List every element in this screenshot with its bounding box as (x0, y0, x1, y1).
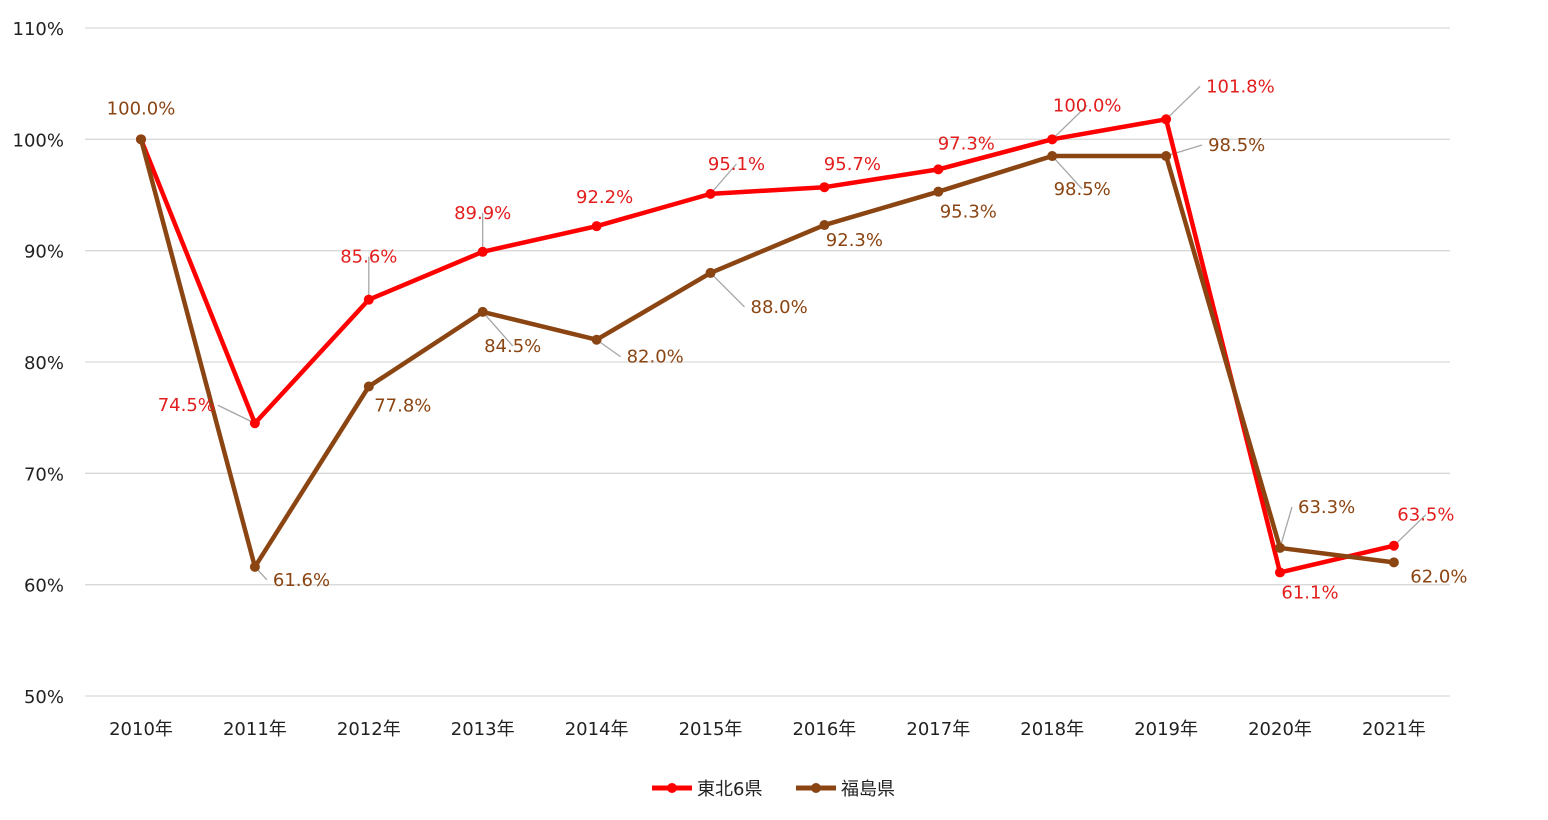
data-point[interactable] (363, 381, 374, 392)
data-point[interactable] (933, 186, 944, 197)
leader-line (1393, 514, 1427, 547)
data-point[interactable] (591, 221, 602, 232)
leader-line (1051, 104, 1088, 140)
data-label: 95.1% (708, 154, 765, 175)
series-points (136, 114, 1399, 578)
data-point[interactable] (705, 267, 716, 278)
gridlines (85, 27, 1450, 697)
data-label: 98.5% (1054, 179, 1111, 200)
y-axis: 50% 60% 70% 80% 90% 100% 110% (13, 19, 64, 708)
leader-line (482, 311, 514, 347)
data-point[interactable] (705, 188, 716, 199)
y-tick-label: 50% (24, 687, 64, 708)
legend-item-series-1[interactable]: 東北6県 (652, 779, 762, 800)
data-label: 101.8% (1206, 76, 1275, 97)
leader-line (710, 163, 737, 195)
legend-swatch-marker (811, 783, 821, 793)
data-point[interactable] (1388, 540, 1399, 551)
leader-line (1165, 144, 1203, 157)
data-label: 100.0% (107, 98, 176, 119)
legend-swatch-marker (667, 783, 677, 793)
data-point[interactable] (819, 182, 830, 193)
data-point[interactable] (477, 246, 488, 257)
data-point[interactable] (933, 164, 944, 175)
x-tick-label: 2011年 (223, 719, 287, 740)
data-label: 89.9% (454, 203, 511, 224)
x-tick-label: 2014年 (565, 719, 629, 740)
data-label: 84.5% (484, 336, 541, 357)
data-label: 61.6% (273, 570, 330, 591)
legend-label: 福島県 (841, 779, 895, 800)
x-tick-label: 2015年 (679, 719, 743, 740)
data-label: 61.1% (1281, 582, 1338, 603)
data-point[interactable] (1161, 114, 1172, 125)
data-label: 74.5% (158, 395, 215, 416)
leader-line (1165, 85, 1201, 120)
y-tick-label: 80% (24, 353, 64, 374)
data-point[interactable] (477, 306, 488, 317)
leader-line (1051, 155, 1083, 190)
leader-line (710, 272, 745, 308)
series-lines (138, 117, 1395, 575)
x-axis: 2010年 2011年 2012年 2013年 2014年 2015年 2016年 2017年… (109, 719, 1426, 740)
legend: 東北6県 福島県 (652, 779, 895, 800)
y-tick-label: 70% (24, 464, 64, 485)
data-point[interactable] (363, 294, 374, 305)
data-label: 100.0% (1053, 95, 1122, 116)
data-point[interactable] (819, 220, 830, 231)
data-label: 95.3% (940, 202, 997, 223)
data-point[interactable] (1388, 557, 1399, 568)
x-tick-label: 2016年 (792, 719, 856, 740)
x-tick-label: 2020年 (1248, 719, 1312, 740)
data-label: 77.8% (374, 395, 431, 416)
data-labels: 74.5% 85.6% 89.9% 92.2% 95.1% 95.7% 97.3% 100.0… (107, 76, 1468, 603)
legend-label: 東北6県 (697, 779, 762, 800)
series-line-2 (138, 138, 1395, 570)
x-tick-label: 2018年 (1020, 719, 1084, 740)
data-label: 63.3% (1298, 497, 1355, 518)
x-tick-label: 2019年 (1134, 719, 1198, 740)
data-point[interactable] (136, 134, 146, 145)
data-point[interactable] (1161, 151, 1172, 162)
y-tick-label: 100% (13, 130, 64, 151)
y-tick-label: 110% (13, 19, 64, 40)
data-label: 95.7% (824, 154, 881, 175)
x-tick-label: 2021年 (1362, 719, 1426, 740)
data-label: 82.0% (627, 347, 684, 368)
y-tick-label: 60% (24, 576, 64, 597)
data-label: 92.2% (576, 187, 633, 208)
x-tick-label: 2013年 (451, 719, 515, 740)
data-label: 63.5% (1397, 505, 1454, 526)
leader-lines (217, 85, 1427, 581)
leader-line (1279, 506, 1293, 549)
data-label: 97.3% (938, 133, 995, 154)
x-tick-label: 2010年 (109, 719, 173, 740)
data-label: 85.6% (340, 247, 397, 268)
data-label: 62.0% (1410, 566, 1467, 587)
series-line-1 (138, 117, 1395, 575)
data-point[interactable] (249, 418, 260, 429)
leader-line (217, 404, 256, 424)
data-point[interactable] (591, 334, 602, 345)
x-tick-label: 2012年 (337, 719, 401, 740)
data-point[interactable] (249, 561, 260, 572)
data-point[interactable] (1047, 151, 1058, 162)
data-label: 98.5% (1208, 135, 1265, 156)
data-label: 92.3% (826, 230, 883, 251)
data-point[interactable] (1275, 567, 1285, 578)
data-point[interactable] (1275, 542, 1285, 553)
y-tick-label: 90% (24, 242, 64, 263)
legend-item-series-2[interactable]: 福島県 (796, 779, 895, 800)
data-label: 88.0% (751, 297, 808, 318)
data-point[interactable] (1047, 134, 1058, 145)
x-tick-label: 2017年 (906, 719, 970, 740)
